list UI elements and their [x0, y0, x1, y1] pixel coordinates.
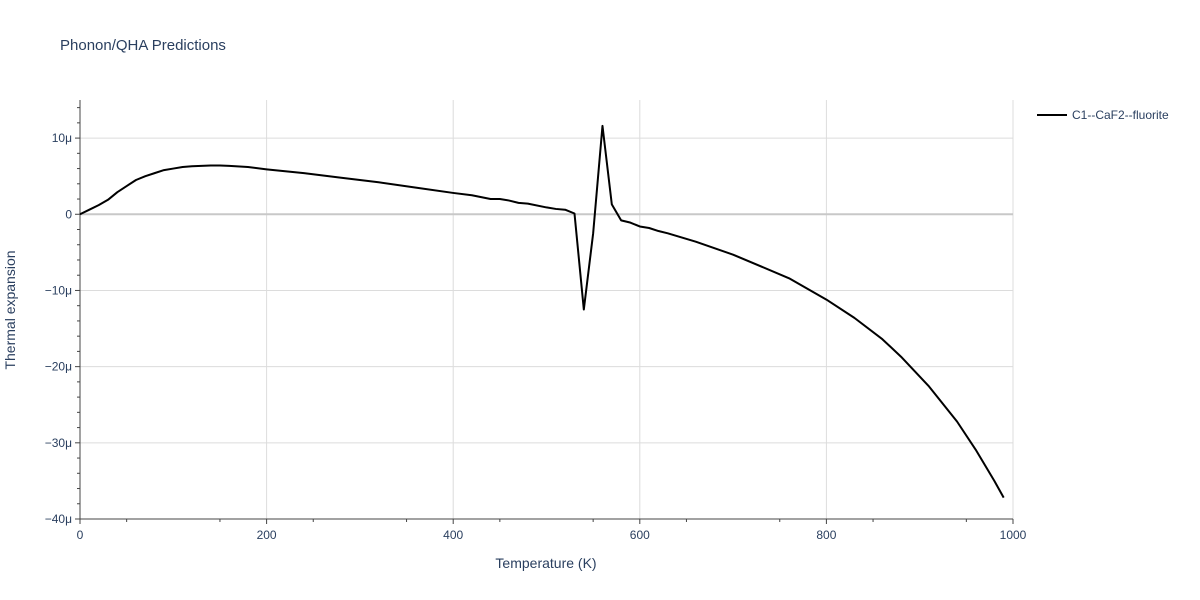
y-axis-title: Thermal expansion [2, 250, 18, 369]
x-tick-label: 1000 [1000, 528, 1027, 542]
y-tick-label: −30μ [45, 436, 72, 450]
y-tick-label: −10μ [45, 283, 72, 297]
grid-layer [80, 100, 1014, 520]
legend-label: C1--CaF2--fluorite [1072, 108, 1169, 122]
y-tick-label: 10μ [52, 131, 72, 145]
y-tick-label: 0 [65, 207, 72, 221]
x-tick-label: 400 [443, 528, 463, 542]
axes-layer: 0 200 400 600 800 1000 10μ 0 −10μ −20μ −30μ −40μ [45, 100, 1027, 542]
x-tick-label: 800 [816, 528, 836, 542]
series-layer [79, 124, 1005, 499]
chart-title: Phonon/QHA Predictions [60, 37, 226, 54]
y-tick-label: −20μ [45, 360, 72, 374]
x-tick-label: 0 [77, 528, 84, 542]
y-tick-label: −40μ [45, 512, 72, 526]
series-line [79, 124, 1005, 499]
x-tick-label: 200 [257, 528, 277, 542]
x-tick-label: 600 [630, 528, 650, 542]
x-axis-title: Temperature (K) [495, 555, 596, 571]
legend[interactable]: C1--CaF2--fluorite [1037, 108, 1169, 122]
